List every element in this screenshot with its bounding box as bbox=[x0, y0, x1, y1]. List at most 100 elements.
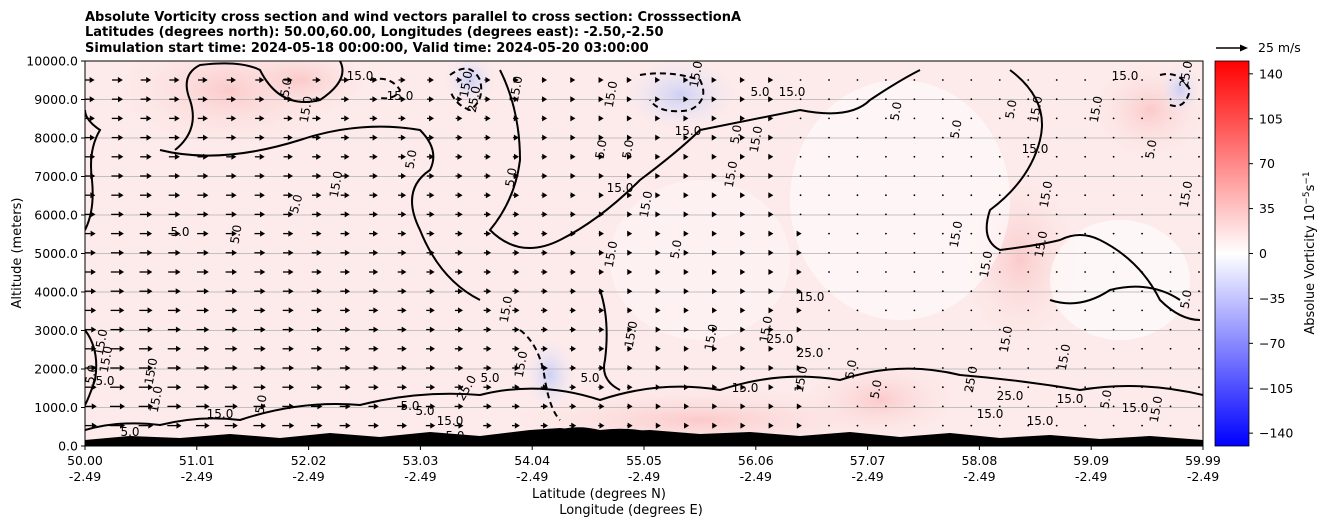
wind-vector-head bbox=[401, 269, 407, 275]
wind-vector-head bbox=[260, 269, 266, 275]
wind-vector-head bbox=[204, 422, 210, 429]
wind-vector-head bbox=[428, 96, 434, 103]
wind-vector bbox=[998, 290, 1001, 293]
wind-vector bbox=[1169, 136, 1172, 139]
wind-vector-head bbox=[372, 96, 378, 103]
wind-vector-head bbox=[287, 77, 293, 83]
wind-vector bbox=[1084, 347, 1087, 350]
wind-vector bbox=[970, 424, 973, 427]
wind-vector bbox=[1169, 194, 1172, 197]
wind-vector-head bbox=[768, 422, 774, 429]
wind-vector-head bbox=[740, 288, 746, 295]
y-tick-label: 6000.0 bbox=[34, 208, 78, 223]
wind-vector bbox=[828, 117, 830, 120]
colorbar-tick-label: −70 bbox=[1259, 336, 1285, 351]
colorbar-ticks: 140 105 70 35 0 −35 −70 −105 −140 bbox=[1249, 66, 1293, 441]
wind-vector bbox=[828, 232, 830, 235]
contour-label: 15.0 bbox=[779, 85, 806, 99]
wind-vector bbox=[941, 213, 944, 216]
wind-vector-head bbox=[457, 230, 463, 237]
colorbar-label: Absolue Vorticity 10−5s−1 bbox=[1302, 171, 1318, 334]
wind-vector-head bbox=[232, 326, 238, 333]
wind-vector bbox=[998, 98, 1001, 101]
wind-vector-head bbox=[598, 192, 604, 199]
wind-vector bbox=[1112, 79, 1115, 81]
wind-vector bbox=[799, 136, 802, 139]
wind-vector-head bbox=[204, 403, 210, 410]
contour-label: 15.0 bbox=[1032, 230, 1050, 259]
wind-vector bbox=[1055, 271, 1058, 273]
wind-vector-head bbox=[796, 230, 802, 237]
wind-vector bbox=[1112, 194, 1115, 197]
wind-vector-head bbox=[429, 115, 435, 122]
y-tick-label: 8000.0 bbox=[34, 131, 78, 146]
wind-vector-head bbox=[655, 269, 661, 275]
wind-vector-head bbox=[627, 422, 633, 429]
wind-vector bbox=[913, 328, 916, 331]
wind-vector-head bbox=[231, 249, 237, 256]
wind-vector-head bbox=[146, 115, 152, 122]
wind-vector bbox=[1027, 386, 1030, 389]
wind-vector-head bbox=[570, 269, 576, 275]
wind-vector-head bbox=[373, 326, 379, 333]
wind-vector bbox=[998, 309, 1001, 312]
wind-vector bbox=[1198, 251, 1200, 254]
wind-vector-head bbox=[372, 192, 378, 199]
wind-vector-head bbox=[599, 384, 605, 391]
wind-vector-head bbox=[712, 365, 718, 371]
wind-vector bbox=[970, 290, 973, 293]
wind-vector-head bbox=[627, 345, 633, 352]
wind-vector-head bbox=[712, 326, 718, 333]
wind-vector-head bbox=[740, 249, 746, 256]
wind-vector-head bbox=[176, 403, 182, 410]
wind-vector-head bbox=[655, 288, 661, 295]
wind-vector-head bbox=[147, 230, 153, 237]
wind-vector-head bbox=[627, 384, 633, 391]
contour-label: 15.0 bbox=[507, 75, 525, 104]
contour-label: 5.0 bbox=[120, 425, 139, 439]
wind-vector-head bbox=[570, 173, 576, 179]
x-tick-label-lon: -2.49 bbox=[69, 469, 101, 484]
wind-vector-head bbox=[344, 230, 350, 237]
wind-vector-head bbox=[768, 403, 774, 410]
wind-vector-head bbox=[231, 134, 237, 141]
colorbar-tick-label: 35 bbox=[1259, 201, 1275, 216]
wind-vector-head bbox=[146, 173, 152, 179]
wind-vector-head bbox=[231, 153, 237, 160]
y-tick-label: 3000.0 bbox=[34, 323, 78, 338]
wind-vector bbox=[941, 251, 944, 254]
wind-vector bbox=[970, 271, 973, 273]
wind-vector-head bbox=[317, 422, 323, 429]
wind-vector-head bbox=[316, 230, 322, 237]
wind-vector-head bbox=[90, 269, 96, 275]
wind-vector bbox=[828, 98, 830, 101]
contour-label: 15.0 bbox=[1022, 142, 1049, 156]
wind-vector-head bbox=[316, 211, 322, 218]
x-tick-label-lat: 51.01 bbox=[179, 453, 215, 468]
contour-label: 15.0 bbox=[798, 290, 825, 304]
wind-vector-head bbox=[345, 422, 351, 429]
wind-vector bbox=[1055, 367, 1058, 369]
contour-label: 15.0 bbox=[1087, 95, 1105, 124]
wind-vector bbox=[1169, 367, 1172, 369]
wind-vector-head bbox=[542, 384, 548, 391]
wind-vector-head bbox=[174, 173, 180, 179]
wind-vector-head bbox=[259, 77, 265, 83]
wind-vector-head bbox=[345, 403, 351, 410]
wind-vector-head bbox=[514, 384, 520, 391]
wind-vector-head bbox=[345, 307, 351, 314]
contour-label: 15.0 bbox=[1177, 180, 1195, 209]
wind-vector-head bbox=[118, 134, 124, 141]
wind-vector-head bbox=[260, 365, 266, 371]
contour-line-surface bbox=[85, 367, 1203, 431]
wind-vector-head bbox=[486, 384, 492, 391]
wind-vector-head bbox=[344, 192, 350, 199]
wind-vector-head bbox=[373, 345, 379, 352]
wind-vector-head bbox=[175, 288, 181, 295]
wind-vector-head bbox=[571, 365, 577, 371]
wind-vector bbox=[1198, 136, 1200, 139]
wind-vector-head bbox=[485, 96, 491, 103]
wind-vector bbox=[998, 175, 1001, 177]
wind-vector-head bbox=[176, 345, 182, 352]
wind-vector-head bbox=[514, 192, 520, 199]
